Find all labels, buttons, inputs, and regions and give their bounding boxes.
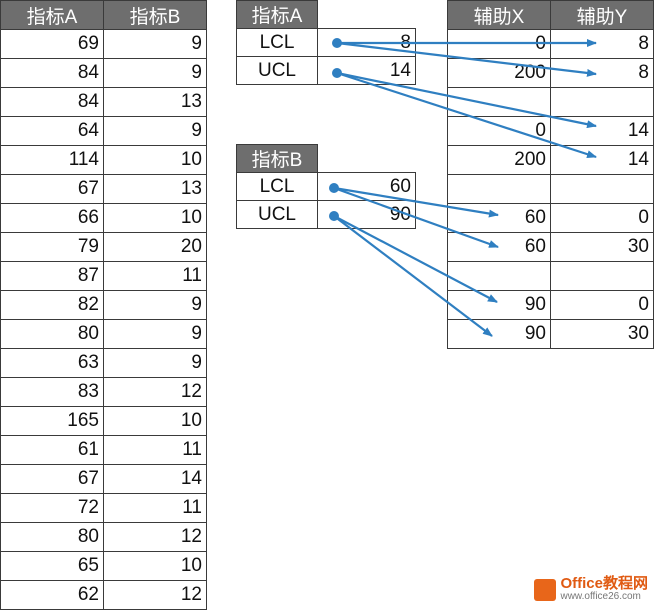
cell-indicator-b: 12: [103, 580, 207, 610]
cell-indicator-b: 13: [103, 87, 207, 117]
dot-b-lcl: [329, 183, 339, 193]
header-indicator-a: 指标A: [0, 0, 104, 30]
cell-indicator-b: 10: [103, 203, 207, 233]
table-row: 64 9: [0, 116, 207, 146]
cell-indicator-a: 84: [0, 58, 104, 88]
limits-b-header: 指标B: [236, 144, 318, 173]
table-row: 82 9: [0, 290, 207, 320]
logo-name: Office教程网: [560, 575, 648, 592]
table-row: 84 13: [0, 87, 207, 117]
table-row: 61 11: [0, 435, 207, 465]
site-logo: Office教程网 www.office26.com: [534, 575, 648, 602]
cell-indicator-a: 79: [0, 232, 104, 262]
cell-indicator-b: 20: [103, 232, 207, 262]
arrow-a-ucl-to-y4: [336, 71, 597, 129]
cell-indicator-a: 114: [0, 145, 104, 175]
cell-indicator-a: 165: [0, 406, 104, 436]
cell-indicator-a: 65: [0, 551, 104, 581]
cell-indicator-a: 66: [0, 203, 104, 233]
cell-indicator-b: 10: [103, 551, 207, 581]
cell-indicator-a: 69: [0, 29, 104, 59]
cell-indicator-a: 61: [0, 435, 104, 465]
cell-indicator-a: 83: [0, 377, 104, 407]
cell-helper-x: 90: [447, 290, 551, 320]
cell-indicator-a: 84: [0, 87, 104, 117]
logo-url: www.office26.com: [560, 591, 641, 602]
table-row: 65 10: [0, 551, 207, 581]
cell-indicator-b: 11: [103, 261, 207, 291]
cell-indicator-a: 80: [0, 319, 104, 349]
cell-indicator-b: 12: [103, 522, 207, 552]
table-row: 62 12: [0, 580, 207, 610]
cell-indicator-b: 10: [103, 145, 207, 175]
header-indicator-b: 指标B: [103, 0, 207, 30]
table-row: 72 11: [0, 493, 207, 523]
limits-b-lcl-label: LCL: [236, 172, 318, 201]
cell-helper-y: 8: [550, 29, 654, 59]
cell-helper-y: 14: [550, 145, 654, 175]
cell-helper-x: 60: [447, 203, 551, 233]
cell-indicator-b: 9: [103, 29, 207, 59]
cell-indicator-b: 9: [103, 348, 207, 378]
table-row: 60 0: [447, 203, 654, 233]
header-helper-y: 辅助Y: [550, 0, 654, 30]
office-logo-icon: [534, 578, 557, 601]
cell-indicator-b: 11: [103, 435, 207, 465]
dot-a-lcl: [332, 38, 342, 48]
table-row: 90 30: [447, 319, 654, 349]
table-row: 84 9: [0, 58, 207, 88]
limits-a-ucl-label: UCL: [236, 56, 318, 85]
table-row: 80 9: [0, 319, 207, 349]
dot-a-ucl: [332, 68, 342, 78]
table-row: 67 13: [0, 174, 207, 204]
arrow-b-ucl-to-x11: [333, 215, 493, 337]
table-row: 79 20: [0, 232, 207, 262]
cell-helper-y: 30: [550, 319, 654, 349]
table-row: 69 9: [0, 29, 207, 59]
cell-indicator-b: 9: [103, 58, 207, 88]
main-data-table: 指标A 指标B 69 9 84 9 84 13 64 9 114 10 67 13 66 10 79 20 87…: [0, 0, 207, 610]
table-row: 63 9: [0, 348, 207, 378]
cell-helper-y: 8: [550, 58, 654, 88]
cell-indicator-a: 62: [0, 580, 104, 610]
table-row: 165 10: [0, 406, 207, 436]
arrow-b-lcl-to-x7: [333, 186, 499, 218]
cell-indicator-b: 9: [103, 319, 207, 349]
cell-indicator-b: 9: [103, 290, 207, 320]
cell-helper-y: [550, 261, 654, 291]
arrow-a-lcl-to-y2: [336, 41, 597, 77]
table-row: [447, 87, 654, 117]
cell-helper-y: [550, 87, 654, 117]
cell-helper-x: [447, 87, 551, 117]
table-row: 200 14: [447, 145, 654, 175]
limits-b-ucl-label: UCL: [236, 200, 318, 229]
cell-indicator-b: 11: [103, 493, 207, 523]
cell-helper-x: [447, 174, 551, 204]
dot-b-ucl: [329, 211, 339, 221]
cell-indicator-b: 13: [103, 174, 207, 204]
cell-helper-y: 0: [550, 203, 654, 233]
table-row: 60 30: [447, 232, 654, 262]
cell-helper-x: 90: [447, 319, 551, 349]
table-row: 83 12: [0, 377, 207, 407]
cell-indicator-b: 9: [103, 116, 207, 146]
table-row: 66 10: [0, 203, 207, 233]
arrow-b-lcl-to-x8: [333, 186, 499, 249]
cell-indicator-a: 82: [0, 290, 104, 320]
table-row: 87 11: [0, 261, 207, 291]
cell-indicator-a: 63: [0, 348, 104, 378]
table-row: 114 10: [0, 145, 207, 175]
cell-indicator-a: 72: [0, 493, 104, 523]
arrow-a-ucl-to-y5: [336, 71, 597, 159]
arrow-b-ucl-to-x10: [333, 215, 498, 303]
